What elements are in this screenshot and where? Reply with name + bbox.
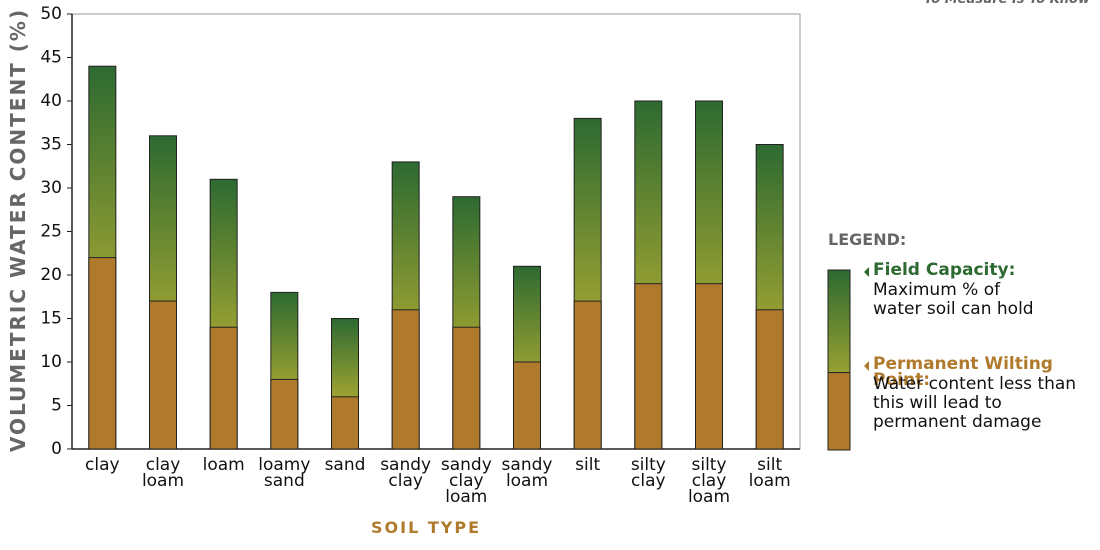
bar <box>755 309 784 450</box>
legend-description: Maximum % of water soil can hold <box>873 280 1034 319</box>
y-tick-label: 5 <box>51 396 62 416</box>
bar <box>452 326 481 450</box>
x-tick-label: sandy clay <box>380 455 432 491</box>
bar <box>695 283 723 450</box>
x-tick-label: clay <box>85 455 120 475</box>
legend-marker <box>864 267 869 277</box>
y-tick-label: 10 <box>40 352 62 372</box>
y-tick-label: 25 <box>40 222 62 242</box>
legend-swatch <box>827 372 851 451</box>
bar <box>88 257 117 450</box>
x-tick-label: sand <box>324 455 366 475</box>
x-tick-label: silty clay <box>630 455 666 491</box>
tagline: To Measure Is To Know <box>924 0 1090 8</box>
bar <box>331 396 359 450</box>
y-tick-label: 15 <box>40 309 62 329</box>
bar <box>209 326 238 450</box>
x-tick-label: sandy clay loam <box>440 455 492 507</box>
y-tick-label: 0 <box>51 439 62 459</box>
bar <box>573 300 602 450</box>
x-tick-label: sandy loam <box>501 455 553 491</box>
x-tick-label: loam <box>202 455 245 475</box>
legend-label: Field Capacity: <box>873 260 1016 280</box>
y-tick-label: 45 <box>40 48 62 68</box>
y-tick-label: 40 <box>40 91 62 111</box>
y-tick-label: 50 <box>40 4 62 24</box>
x-axis-title: SOIL TYPE <box>371 518 481 537</box>
x-tick-label: loamy sand <box>258 455 311 491</box>
x-tick-label: silt loam <box>748 455 791 491</box>
legend-description: Water content less than this will lead t… <box>873 374 1077 432</box>
y-axis-title: VOLUMETRIC WATER CONTENT (%) <box>6 7 30 453</box>
x-tick-label: silt <box>575 455 601 475</box>
x-tick-label: clay loam <box>141 455 185 491</box>
y-tick-label: 30 <box>40 178 62 198</box>
x-tick-label: silty clay loam <box>687 455 731 507</box>
bar <box>513 361 541 450</box>
legend-label: Permanent Wilting Point: <box>873 354 1053 390</box>
bar <box>270 378 299 450</box>
bar <box>634 283 663 450</box>
bar <box>149 300 177 450</box>
plot-frame <box>71 13 801 450</box>
legend-title: LEGEND: <box>828 230 907 249</box>
y-tick-label: 35 <box>40 135 62 155</box>
legend-marker <box>864 361 869 371</box>
bar <box>391 309 420 450</box>
y-tick-label: 20 <box>40 265 62 285</box>
